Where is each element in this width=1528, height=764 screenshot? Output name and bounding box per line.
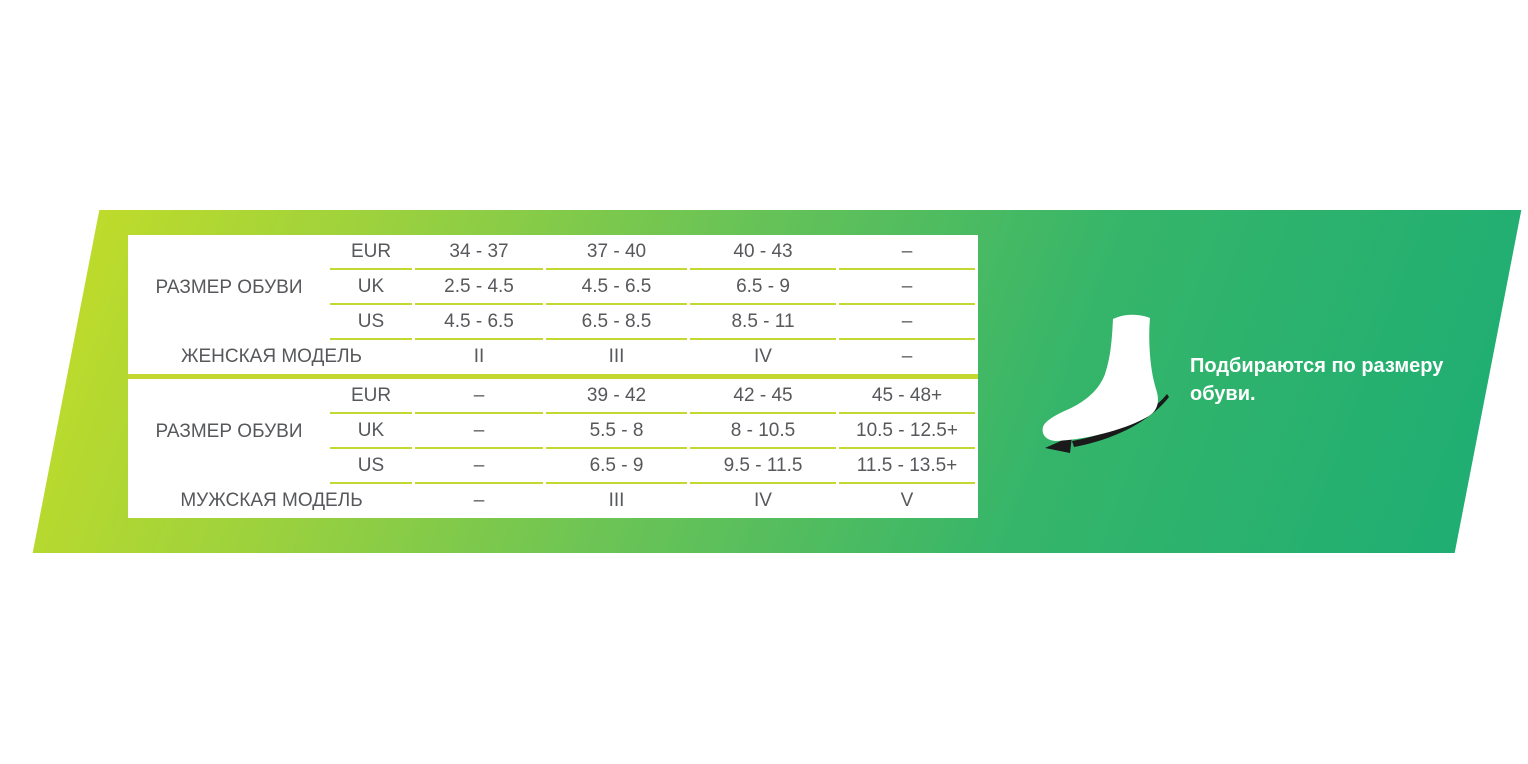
- table-row: US – 6.5 - 9 9.5 - 11.5 11.5 - 13.5+: [131, 449, 975, 484]
- section-divider: [128, 374, 978, 379]
- size-cell: 8 - 10.5: [690, 414, 836, 449]
- system-label-uk: UK: [330, 270, 412, 305]
- size-cell: 40 - 43: [690, 235, 836, 270]
- system-label-eur: EUR: [330, 379, 412, 414]
- shoe-size-table: РАЗМЕР ОБУВИ EUR 34 - 37 37 - 40 40 - 43…: [128, 235, 978, 518]
- system-label-eur: EUR: [330, 235, 412, 270]
- size-row-label: РАЗМЕР ОБУВИ: [155, 276, 303, 298]
- length-arrow-icon: [1072, 394, 1169, 447]
- size-cell: 4.5 - 6.5: [546, 270, 687, 305]
- model-cell: II: [473, 346, 485, 367]
- size-cell: 6.5 - 9: [690, 270, 836, 305]
- annotation-text: Подбираются по размеру обуви.: [1190, 355, 1444, 405]
- model-cell: IV: [754, 346, 772, 367]
- size-cell: –: [839, 235, 975, 270]
- size-cell: 9.5 - 11.5: [690, 449, 836, 484]
- system-label-us: US: [330, 449, 412, 484]
- size-cell: 6.5 - 8.5: [546, 305, 687, 340]
- model-cell: –: [901, 346, 913, 367]
- size-cell: 10.5 - 12.5+: [839, 414, 975, 449]
- model-cell: –: [473, 490, 485, 511]
- table-row: РАЗМЕР ОБУВИ EUR 34 - 37 37 - 40 40 - 43…: [131, 235, 975, 298]
- foot-illustration: [1038, 310, 1170, 456]
- table-row: US 4.5 - 6.5 6.5 - 8.5 8.5 - 11 –: [131, 305, 975, 340]
- system-label-us: US: [330, 305, 412, 340]
- foot-icon: [1042, 314, 1169, 453]
- size-cell: 4.5 - 6.5: [415, 305, 543, 340]
- model-cell: III: [608, 490, 625, 511]
- size-cell: 37 - 40: [546, 235, 687, 270]
- men-size-section: РАЗМЕР ОБУВИ EUR – 39 - 42 42 - 45 45 - …: [128, 379, 978, 518]
- size-cell: 39 - 42: [546, 379, 687, 414]
- size-cell: –: [415, 449, 543, 484]
- size-cell: 6.5 - 9: [546, 449, 687, 484]
- model-cell: IV: [754, 490, 772, 511]
- size-cell: 42 - 45: [690, 379, 836, 414]
- table-row: РАЗМЕР ОБУВИ EUR – 39 - 42 42 - 45 45 - …: [131, 379, 975, 442]
- men-model-row: МУЖСКАЯ МОДЕЛЬ – III IV V: [131, 484, 975, 518]
- size-cell: –: [839, 270, 975, 305]
- size-cell: 45 - 48+: [839, 379, 975, 414]
- size-cell: 5.5 - 8: [546, 414, 687, 449]
- model-cell: V: [900, 490, 914, 511]
- size-cell: 11.5 - 13.5+: [839, 449, 975, 484]
- size-cell: 34 - 37: [415, 235, 543, 270]
- sock-foot-icon: [1042, 314, 1158, 441]
- table-row: UK 2.5 - 4.5 4.5 - 6.5 6.5 - 9 –: [131, 270, 975, 305]
- size-row-label: РАЗМЕР ОБУВИ: [155, 420, 303, 442]
- size-cell: –: [415, 414, 543, 449]
- size-cell: 2.5 - 4.5: [415, 270, 543, 305]
- women-model-row: ЖЕНСКАЯ МОДЕЛЬ II III IV –: [131, 340, 975, 374]
- system-label-uk: UK: [330, 414, 412, 449]
- model-cell: III: [608, 346, 625, 367]
- table-row: UK – 5.5 - 8 8 - 10.5 10.5 - 12.5+: [131, 414, 975, 449]
- women-size-section: РАЗМЕР ОБУВИ EUR 34 - 37 37 - 40 40 - 43…: [128, 235, 978, 374]
- model-row-label: МУЖСКАЯ МОДЕЛЬ: [180, 490, 363, 511]
- model-row-label: ЖЕНСКАЯ МОДЕЛЬ: [180, 346, 363, 367]
- size-cell: –: [839, 305, 975, 340]
- size-cell: 8.5 - 11: [690, 305, 836, 340]
- size-cell: –: [415, 379, 543, 414]
